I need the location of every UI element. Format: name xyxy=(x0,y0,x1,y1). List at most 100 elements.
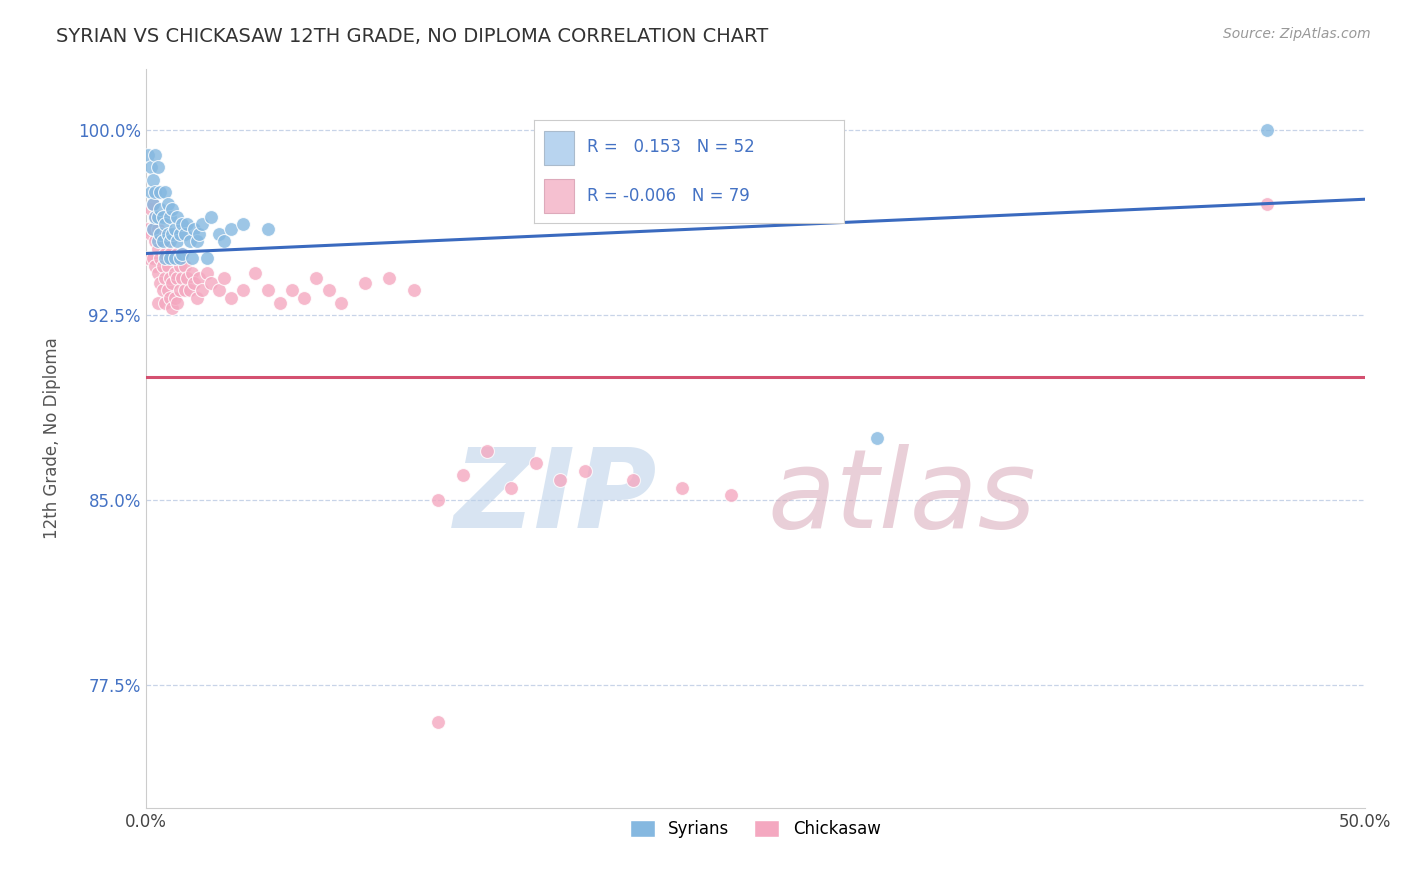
Point xyxy=(621,474,644,488)
Point xyxy=(162,276,184,290)
Point xyxy=(188,271,211,285)
Point xyxy=(574,464,596,478)
Point xyxy=(720,488,742,502)
Point xyxy=(149,227,172,241)
Point xyxy=(142,252,165,266)
Point xyxy=(188,227,211,241)
Point xyxy=(146,222,169,236)
Point xyxy=(152,210,174,224)
Point xyxy=(145,259,167,273)
Point xyxy=(219,291,242,305)
Point xyxy=(172,271,194,285)
Point xyxy=(245,266,267,280)
Point xyxy=(156,227,179,241)
Text: R = -0.006   N = 79: R = -0.006 N = 79 xyxy=(586,186,749,205)
Point xyxy=(156,197,179,211)
Point xyxy=(195,266,218,280)
Text: ZIP: ZIP xyxy=(454,444,658,551)
Point xyxy=(190,284,212,298)
Point xyxy=(149,202,172,216)
Point xyxy=(163,252,186,266)
Point xyxy=(142,222,165,236)
Point xyxy=(153,185,176,199)
Point xyxy=(866,432,889,446)
Point xyxy=(162,252,184,266)
Point xyxy=(146,234,169,248)
Point xyxy=(159,246,181,260)
Point xyxy=(183,276,205,290)
Point xyxy=(427,493,450,508)
Point xyxy=(139,227,162,241)
Point xyxy=(139,202,162,216)
Point xyxy=(169,252,191,266)
Point xyxy=(172,246,194,260)
Point xyxy=(162,301,184,315)
Point xyxy=(149,227,172,241)
Point xyxy=(318,284,340,298)
Point xyxy=(149,252,172,266)
Point xyxy=(166,234,188,248)
Point xyxy=(145,210,167,224)
Point xyxy=(212,234,235,248)
Point xyxy=(152,259,174,273)
Point xyxy=(142,197,165,211)
Point xyxy=(475,443,498,458)
Point xyxy=(146,160,169,174)
Point xyxy=(256,284,278,298)
Point xyxy=(186,234,208,248)
Point xyxy=(671,481,693,495)
Point xyxy=(153,252,176,266)
Point xyxy=(378,271,401,285)
Point xyxy=(159,210,181,224)
Point xyxy=(166,295,188,310)
Point xyxy=(142,222,165,236)
Point xyxy=(142,197,165,211)
Point xyxy=(1256,123,1278,137)
Point xyxy=(451,468,474,483)
Point xyxy=(232,217,254,231)
Point xyxy=(524,456,547,470)
Point xyxy=(162,202,184,216)
Point xyxy=(159,252,181,266)
Point xyxy=(190,217,212,231)
Point xyxy=(208,284,231,298)
Point xyxy=(501,481,523,495)
Text: Source: ZipAtlas.com: Source: ZipAtlas.com xyxy=(1223,27,1371,41)
Point xyxy=(173,227,195,241)
Point xyxy=(166,246,188,260)
Point xyxy=(195,252,218,266)
Point xyxy=(152,234,174,248)
Point xyxy=(173,259,195,273)
Point xyxy=(162,227,184,241)
Point xyxy=(146,242,169,256)
Point xyxy=(173,284,195,298)
Point xyxy=(163,291,186,305)
Point xyxy=(142,172,165,186)
Point xyxy=(153,295,176,310)
Point xyxy=(1256,197,1278,211)
Point xyxy=(159,291,181,305)
Point xyxy=(163,266,186,280)
Point xyxy=(163,222,186,236)
Point xyxy=(156,259,179,273)
Point xyxy=(179,284,201,298)
Point xyxy=(152,234,174,248)
Point xyxy=(156,284,179,298)
Point xyxy=(145,234,167,248)
Point xyxy=(200,276,222,290)
Bar xyxy=(544,130,575,164)
Point xyxy=(172,246,194,260)
Point xyxy=(139,160,162,174)
Point xyxy=(136,148,159,162)
Point xyxy=(152,284,174,298)
Point xyxy=(232,284,254,298)
Point xyxy=(153,246,176,260)
Point xyxy=(181,266,204,280)
Point xyxy=(427,715,450,730)
Point xyxy=(159,234,181,248)
Point xyxy=(269,295,291,310)
Point xyxy=(172,217,194,231)
Point xyxy=(146,295,169,310)
Point xyxy=(149,276,172,290)
Point xyxy=(176,271,198,285)
